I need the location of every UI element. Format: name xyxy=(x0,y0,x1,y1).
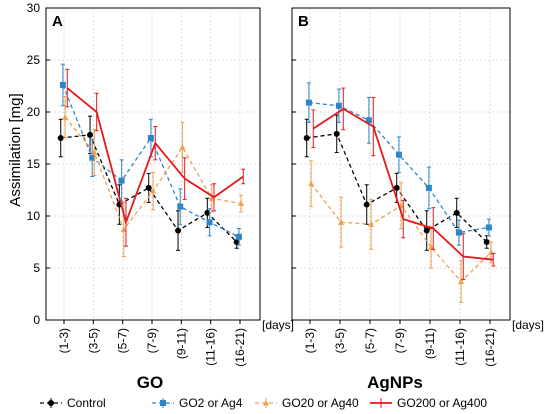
legend: Control GO2 or Ag4 GO20 or Ag40 GO200 or Ag… xyxy=(40,396,487,410)
series-go200-or-ag400 xyxy=(65,68,246,247)
y-tick-label: 25 xyxy=(27,53,41,67)
series-control xyxy=(57,115,240,251)
series-go20-or-ag40 xyxy=(308,160,495,303)
data-point xyxy=(305,99,312,106)
data-point xyxy=(91,149,98,156)
data-point xyxy=(233,239,240,245)
x-tick-label: (5-7) xyxy=(363,328,377,353)
series-line xyxy=(312,107,494,261)
data-point xyxy=(62,114,69,120)
data-point xyxy=(204,209,211,216)
y-axis-label: Assimilation [mg] xyxy=(7,93,24,206)
data-point xyxy=(303,135,310,141)
data-point xyxy=(395,151,402,158)
x-tick-label: (3-5) xyxy=(86,328,100,353)
x-tick-label: (16-21) xyxy=(483,328,497,367)
data-point xyxy=(308,180,315,187)
data-point xyxy=(453,209,460,216)
x-tick-label: (7-9) xyxy=(393,328,407,353)
panel-a: A 0 5 10 15 20 25 30 (1-3) (3-5) (5-7) (7-9) (9-11) (… xyxy=(27,1,261,367)
data-point xyxy=(333,130,340,137)
data-point xyxy=(150,187,157,194)
data-point xyxy=(206,219,213,226)
x-tick-label: (7-9) xyxy=(145,328,159,353)
data-point xyxy=(238,200,245,207)
bottom-label-go: GO xyxy=(137,373,163,392)
legend-entry: GO20 or Ag40 xyxy=(255,396,359,410)
data-point xyxy=(368,221,375,227)
y-tick-label: 15 xyxy=(27,157,41,171)
x-tick-label: (1-3) xyxy=(303,328,317,353)
data-point xyxy=(458,278,465,285)
bottom-label-agnps: AgNPs xyxy=(367,373,423,392)
data-point xyxy=(365,117,372,124)
x-tick-label: (11-16) xyxy=(204,328,218,366)
y-tick-label: 20 xyxy=(27,105,41,119)
legend-entry: GO2 or Ag4 xyxy=(152,396,243,410)
legend-entry: GO200 or Ag400 xyxy=(370,396,487,410)
series-go200-or-ag400 xyxy=(311,87,496,280)
data-point xyxy=(177,203,184,210)
series-go2-or-ag4 xyxy=(305,82,492,246)
legend-label: GO2 or Ag4 xyxy=(179,396,243,410)
panel-letter: B xyxy=(298,13,309,30)
data-point xyxy=(455,229,462,236)
panel-letter: A xyxy=(52,13,63,30)
data-point xyxy=(485,224,492,231)
data-point xyxy=(235,233,242,240)
x-tick-label: (9-11) xyxy=(174,328,188,359)
data-point xyxy=(147,135,154,141)
data-point xyxy=(425,184,432,191)
legend-marker xyxy=(160,400,166,406)
series-go20-or-ag40 xyxy=(62,95,245,258)
data-point xyxy=(428,244,435,250)
legend-marker xyxy=(263,399,269,406)
y-tick-label: 0 xyxy=(33,313,40,327)
data-point xyxy=(59,81,66,88)
x-tick-label: (1-3) xyxy=(57,328,71,353)
panel-b: B (1-3) (3-5) (5-7) (7-9) (9-11) (11-16) (16-21… xyxy=(291,7,511,367)
x-tick-label: (9-11) xyxy=(423,328,437,359)
series-line xyxy=(62,84,240,238)
data-point xyxy=(89,154,96,161)
data-point xyxy=(393,184,400,191)
data-point xyxy=(338,219,345,225)
x-tick-label: (3-5) xyxy=(333,328,347,353)
data-point xyxy=(179,144,186,150)
data-point xyxy=(120,226,127,233)
y-tick-label: 10 xyxy=(27,209,41,223)
data-point xyxy=(145,184,152,191)
data-point xyxy=(208,195,215,201)
x-unit-label-b: [days] xyxy=(512,318,544,332)
x-tick-label: (5-7) xyxy=(116,328,130,353)
series-line xyxy=(66,87,244,226)
data-point xyxy=(175,227,182,234)
data-point xyxy=(57,135,64,141)
legend-marker xyxy=(48,400,54,406)
data-point xyxy=(423,227,430,234)
data-point xyxy=(483,239,490,245)
x-tick-label: (11-16) xyxy=(453,328,467,366)
data-point xyxy=(335,102,342,109)
series-go2-or-ag4 xyxy=(59,63,242,246)
data-point xyxy=(87,131,94,138)
y-tick-label: 5 xyxy=(33,261,40,275)
legend-label: Control xyxy=(67,396,106,410)
legend-label: GO200 or Ag400 xyxy=(397,396,487,410)
legend-entry: Control xyxy=(40,396,106,410)
data-point xyxy=(118,177,125,184)
data-point xyxy=(363,201,370,208)
x-unit-label-a: [days] xyxy=(262,318,294,332)
legend-label: GO20 or Ag40 xyxy=(282,396,359,410)
y-tick-label: 30 xyxy=(27,1,41,15)
x-tick-label: (16-21) xyxy=(233,328,247,367)
